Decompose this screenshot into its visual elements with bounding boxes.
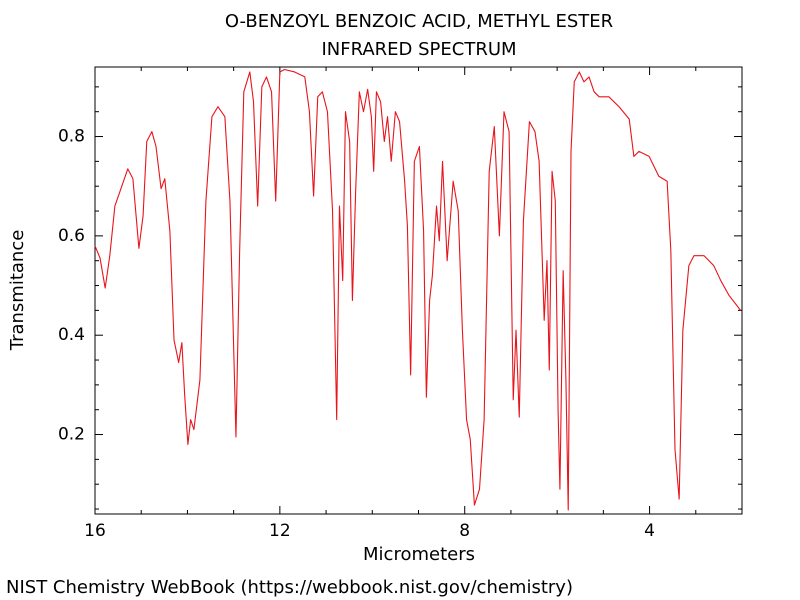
y-tick-label: 0.2: [58, 425, 85, 445]
y-tick-label: 0.4: [58, 325, 85, 345]
x-tick-label: 12: [269, 521, 291, 541]
x-axis-label: Micrometers: [363, 544, 475, 565]
y-tick-label: 0.8: [58, 127, 85, 147]
chart-subtitle: INFRARED SPECTRUM: [321, 39, 516, 60]
source-note: NIST Chemistry WebBook (https://webbook.…: [6, 577, 573, 598]
x-tick-label: 16: [84, 521, 106, 541]
x-tick-label: 4: [644, 521, 655, 541]
plot-frame: [94, 66, 743, 515]
chart-title: O-BENZOYL BENZOIC ACID, METHYL ESTER: [225, 11, 613, 32]
y-axis-label: Transmitance: [7, 230, 28, 352]
spectrum-line: [94, 68, 742, 511]
y-tick-label: 0.6: [58, 226, 85, 246]
x-tick-label: 8: [459, 521, 470, 541]
